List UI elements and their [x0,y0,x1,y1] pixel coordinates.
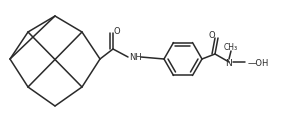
Text: NH: NH [129,53,142,62]
Text: N: N [226,58,232,67]
Text: —OH: —OH [248,58,269,67]
Text: O: O [114,27,121,36]
Text: CH₃: CH₃ [224,43,238,52]
Text: O: O [209,31,215,40]
